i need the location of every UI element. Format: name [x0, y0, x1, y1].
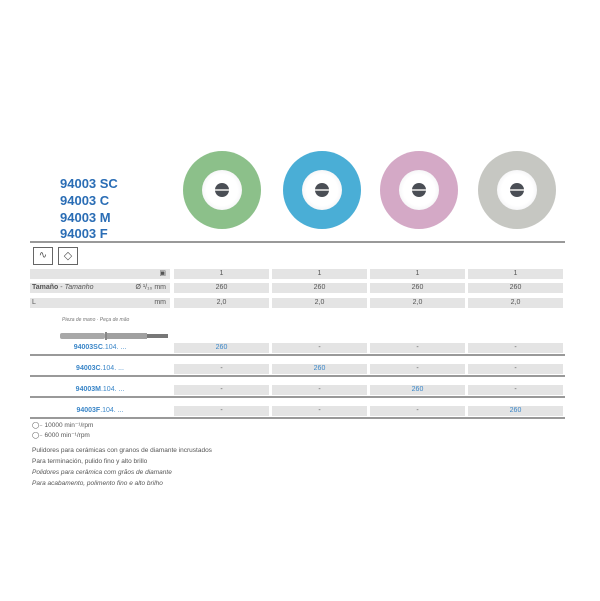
order-cell: - — [468, 343, 563, 353]
order-cell: - — [370, 343, 465, 353]
pack-cell: 1 — [370, 269, 465, 279]
order-code: 94003C.104. ... — [30, 364, 170, 374]
product-code: 94003 C — [60, 193, 110, 208]
polisher-disc-green — [183, 151, 261, 229]
order-code: 94003F.104. ... — [30, 406, 170, 416]
speed-value: 6000 min⁻¹/rpm — [44, 432, 90, 439]
pack-cell: 1 — [174, 269, 269, 279]
speed-recommended: ◯₋ 6000 min⁻¹/rpm — [32, 431, 90, 439]
order-code-suffix: .104. ... — [100, 386, 125, 393]
size-row-label: Tamaño - Tamanho Ø ¹/₁₀ mm — [30, 283, 170, 293]
size-cell: 260 — [272, 283, 367, 293]
l-label: L — [32, 299, 36, 306]
order-cell: - — [272, 406, 367, 416]
speed-max: ◯₋ 10000 min⁻¹/rpm — [32, 421, 93, 429]
order-cell: - — [370, 364, 465, 374]
order-code: 94003SC.104. ... — [30, 343, 170, 353]
description-es: Pulidores para cerámicas con granos de d… — [32, 447, 212, 454]
size-label: Tamaño — [32, 284, 59, 291]
description-pt: Polidores para cerâmica com grãos de dia… — [32, 469, 172, 476]
order-cell: - — [468, 364, 563, 374]
speed-value: 10000 min⁻¹/rpm — [44, 422, 94, 429]
order-code-suffix: .104. ... — [100, 365, 124, 372]
pack-row-label: ▣ — [30, 269, 170, 279]
order-cell: - — [174, 385, 269, 395]
handpiece-shank-icon — [60, 327, 168, 340]
order-cell: 260 — [174, 343, 269, 353]
diamond-icon: ◇ — [58, 247, 78, 265]
row-divider — [30, 396, 565, 398]
row-divider — [30, 354, 565, 356]
order-code-base: 94003C — [76, 365, 101, 372]
order-code-base: 94003SC — [73, 344, 103, 351]
size-unit: Ø ¹/₁₀ mm — [135, 284, 166, 291]
order-cell: 260 — [468, 406, 563, 416]
pack-cell: 1 — [272, 269, 367, 279]
order-cell: - — [370, 406, 465, 416]
order-cell: 260 — [370, 385, 465, 395]
flame-polishing-icon: ∿ — [33, 247, 53, 265]
l-cell: 2,0 — [174, 298, 269, 308]
order-cell: 260 — [272, 364, 367, 374]
speed-icon: ◯₋ — [32, 422, 45, 429]
order-code-base: 94003M — [75, 386, 101, 393]
speed-icon: ◯₋ — [32, 432, 45, 439]
pack-cell: 1 — [468, 269, 563, 279]
product-code: 94003 SC — [60, 176, 118, 191]
pack-icon: ▣ — [159, 270, 166, 277]
handpiece-label: Pieza de mano · Peça de mão — [62, 317, 130, 323]
product-code: 94003 M — [60, 210, 111, 225]
order-code-suffix: .104. ... — [100, 407, 124, 414]
order-code-base: 94003F — [76, 407, 101, 414]
polisher-disc-blue — [283, 151, 361, 229]
l-cell: 2,0 — [272, 298, 367, 308]
product-code: 94003 F — [60, 226, 108, 241]
l-unit: mm — [154, 299, 166, 306]
row-divider — [30, 417, 565, 419]
order-code-suffix: .104. ... — [102, 344, 127, 351]
description-es: Para terminación, pulido fino y alto bri… — [32, 458, 148, 465]
order-cell: - — [174, 406, 269, 416]
order-cell: - — [174, 364, 269, 374]
order-code: 94003M.104. ... — [30, 385, 170, 395]
size-label-pt: Tamanho — [64, 284, 94, 291]
order-cell: - — [468, 385, 563, 395]
size-cell: 260 — [468, 283, 563, 293]
polisher-disc-pink — [380, 151, 458, 229]
order-cell: - — [272, 343, 367, 353]
size-cell: 260 — [370, 283, 465, 293]
description-pt: Para acabamento, polimento fino e alto b… — [32, 480, 163, 487]
size-cell: 260 — [174, 283, 269, 293]
order-cell: - — [272, 385, 367, 395]
l-cell: 2,0 — [370, 298, 465, 308]
row-divider — [30, 375, 565, 377]
l-cell: 2,0 — [468, 298, 563, 308]
polisher-disc-grey — [478, 151, 556, 229]
divider — [30, 241, 565, 243]
